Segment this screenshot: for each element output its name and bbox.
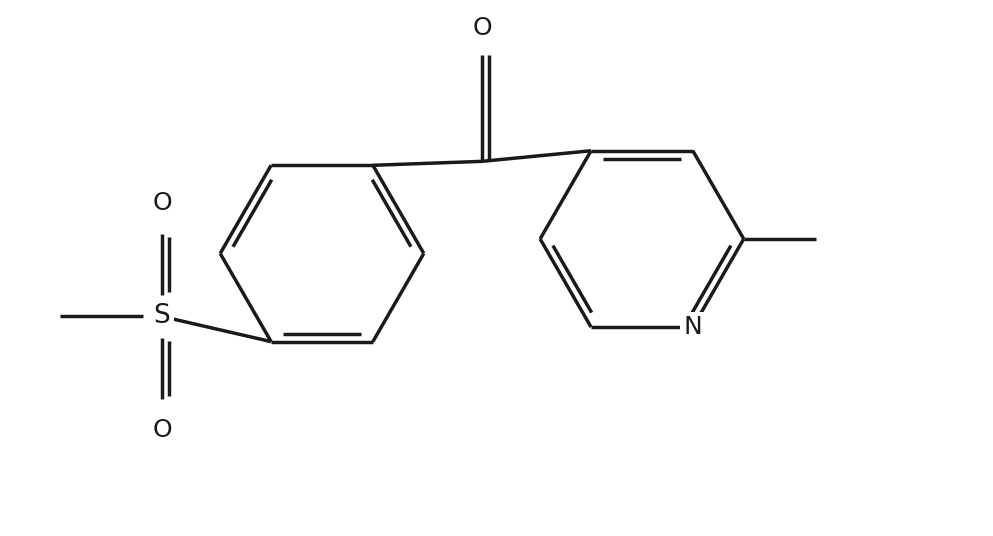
Text: N: N <box>683 315 702 339</box>
Text: O: O <box>472 16 492 40</box>
Text: O: O <box>152 418 172 442</box>
Text: S: S <box>154 303 171 330</box>
Text: O: O <box>152 191 172 215</box>
